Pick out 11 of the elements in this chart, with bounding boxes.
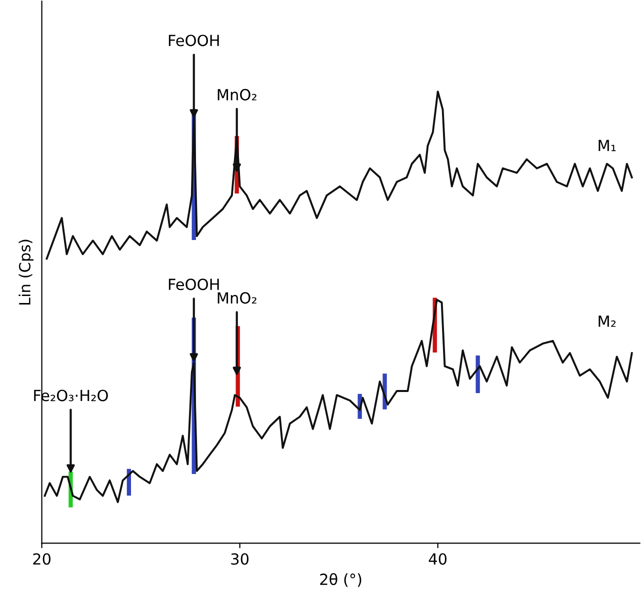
x-axis-title: 2θ (°) — [320, 573, 362, 587]
annotation: MnO₂ — [218, 292, 256, 304]
x-tick-label: 40 — [428, 553, 447, 565]
y-axis-title: Lin (Cps) — [18, 240, 34, 304]
x-tick-label: 30 — [231, 553, 249, 565]
annotation: FeOOH — [168, 34, 219, 46]
series-label: M₁ — [598, 140, 616, 152]
annotation: MnO₂ — [218, 88, 256, 100]
x-tick-label: 20 — [33, 553, 50, 565]
annotation: FeOOH — [168, 278, 219, 290]
series-label: M₂ — [598, 316, 616, 327]
